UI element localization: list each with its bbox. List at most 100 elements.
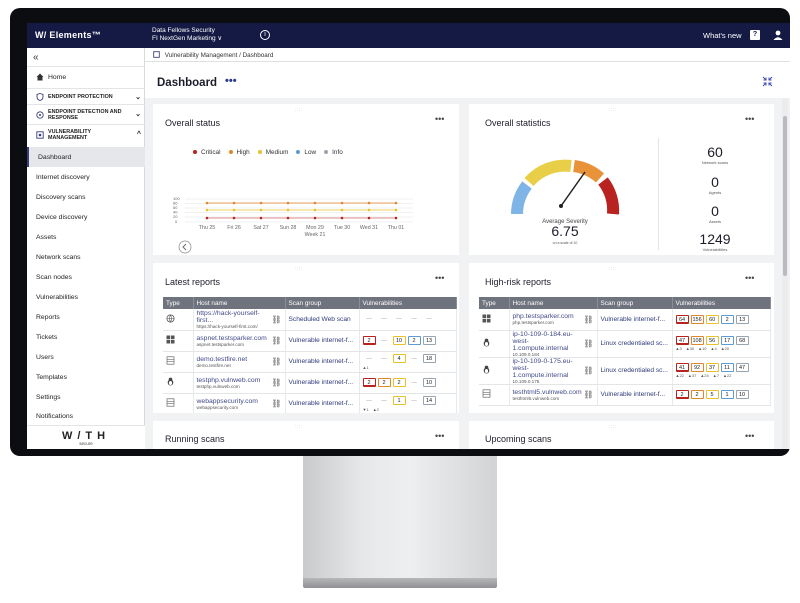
collapse-view-icon[interactable]: [762, 76, 773, 87]
host-cell[interactable]: demo.testfire.net demo.testfire.net ⛓: [193, 351, 286, 373]
vuln-count-medium[interactable]: 5: [705, 390, 719, 399]
column-header[interactable]: Vulnerabilities: [672, 297, 771, 309]
drag-handle-icon[interactable]: ∷∷: [609, 107, 618, 113]
vuln-count-info[interactable]: 13: [422, 335, 436, 345]
sidebar-item-scan-nodes[interactable]: Scan nodes: [27, 267, 145, 287]
vuln-count-medium[interactable]: 37: [705, 363, 719, 372]
host-cell[interactable]: testhtml5.vulnweb.com testhtml5.vulnweb.c…: [509, 384, 598, 406]
sidebar-item-templates[interactable]: Templates: [27, 367, 145, 387]
vuln-count-low[interactable]: 11: [720, 363, 734, 372]
scan-group-cell[interactable]: Vulnerable internet-f...: [285, 393, 360, 413]
vuln-count-low[interactable]: 2: [407, 335, 421, 345]
scan-group[interactable]: Vulnerable internet-f...: [600, 315, 666, 323]
column-header[interactable]: Type: [479, 297, 510, 309]
vuln-count-low[interactable]: 17: [720, 336, 734, 345]
vuln-count-high[interactable]: 108: [690, 336, 704, 345]
scan-group[interactable]: Vulnerable internet-f...: [288, 400, 354, 407]
scan-group-cell[interactable]: Vulnerable internet-f...: [285, 372, 360, 394]
drag-handle-icon[interactable]: ∷∷: [609, 424, 618, 430]
scan-group[interactable]: Vulnerable internet-f...: [600, 391, 666, 398]
scan-group-cell[interactable]: Vulnerable internet-f...: [285, 351, 360, 373]
table-row[interactable]: testhtml5.vulnweb.com testhtml5.vulnweb.c…: [479, 384, 771, 406]
whats-new-link[interactable]: What's new: [703, 31, 742, 40]
vuln-count-critical[interactable]: 2: [362, 335, 376, 345]
scan-group-cell[interactable]: Vulnerable internet-f...: [597, 384, 673, 406]
vuln-count-critical[interactable]: 2: [675, 390, 689, 399]
scan-group[interactable]: Vulnerable internet-f...: [288, 337, 354, 344]
table-row[interactable]: ip-10-109-0-175.eu-west-1.compute.intern…: [479, 357, 771, 385]
sidebar-item-discovery-scans[interactable]: Discovery scans: [27, 187, 145, 207]
host-cell[interactable]: ip-10-109-0-175.eu-west-1.compute.intern…: [509, 357, 598, 385]
sidebar-item-assets[interactable]: Assets: [27, 227, 145, 247]
chart-point[interactable]: [340, 201, 344, 205]
chart-point[interactable]: [340, 216, 344, 220]
chart-point[interactable]: [259, 201, 263, 205]
vuln-count-low[interactable]: 2: [720, 314, 734, 324]
chart-point[interactable]: [205, 208, 209, 212]
vuln-count-info[interactable]: 47: [735, 363, 749, 372]
card-more-options-icon[interactable]: •••: [435, 114, 445, 124]
vuln-count-medium[interactable]: 10: [392, 335, 406, 345]
collapse-sidebar-icon[interactable]: «: [33, 52, 39, 63]
scan-group[interactable]: Scheduled Web scan: [288, 315, 351, 323]
card-more-options-icon[interactable]: •••: [435, 431, 445, 441]
sidebar-item-notifications[interactable]: Notifications: [27, 407, 145, 425]
user-icon[interactable]: [772, 29, 784, 41]
main-scrollbar[interactable]: [782, 98, 788, 449]
table-row[interactable]: demo.testfire.net demo.testfire.net ⛓ Vulne…: [163, 351, 457, 373]
vuln-count-medium[interactable]: 2: [392, 377, 406, 387]
link-icon[interactable]: ⛓: [583, 339, 594, 348]
scan-group[interactable]: Vulnerable internet-f...: [288, 358, 354, 365]
sidebar-item-dashboard[interactable]: Dashboard: [27, 147, 145, 167]
scan-group-cell[interactable]: Vulnerable internet-f...: [597, 309, 673, 331]
host-name[interactable]: https://hack-yourself-first...: [196, 309, 260, 324]
link-icon[interactable]: ⛓: [271, 357, 282, 366]
info-icon[interactable]: i: [260, 30, 270, 40]
host-name[interactable]: demo.testfire.net: [196, 355, 248, 363]
legend-info[interactable]: Info: [324, 149, 343, 156]
card-more-options-icon[interactable]: •••: [745, 431, 755, 441]
vuln-count-medium[interactable]: 56: [705, 336, 719, 345]
table-row[interactable]: aspnet.testsparker.com aspnet.testsparker…: [163, 330, 457, 352]
column-header[interactable]: Scan group: [285, 297, 360, 309]
legend-low[interactable]: Low: [296, 149, 316, 156]
chart-point[interactable]: [205, 201, 209, 205]
vuln-count-critical[interactable]: 47: [675, 336, 689, 345]
app-logo[interactable]: W/ Elements™: [35, 30, 102, 40]
scan-group-cell[interactable]: Vulnerable internet-f...: [285, 330, 360, 352]
vuln-count-info[interactable]: 68: [735, 336, 749, 345]
chart-point[interactable]: [313, 216, 317, 220]
chart-point[interactable]: [394, 201, 398, 205]
chart-point[interactable]: [313, 208, 317, 212]
chart-point[interactable]: [394, 216, 398, 220]
scrollbar-thumb[interactable]: [783, 116, 787, 276]
chart-point[interactable]: [286, 216, 290, 220]
scan-group[interactable]: Linux credentialed sc...: [600, 367, 668, 374]
chart-point[interactable]: [313, 201, 317, 205]
vuln-count-critical[interactable]: 2: [362, 377, 376, 387]
chart-point[interactable]: [259, 208, 263, 212]
host-name[interactable]: aspnet.testsparker.com: [196, 334, 267, 342]
host-name[interactable]: testhtml5.vulnweb.com: [512, 388, 582, 396]
table-row[interactable]: testphp.vulnweb.com testphp.vulnweb.com ⛓ V…: [163, 372, 457, 394]
vuln-count-info[interactable]: 14: [422, 395, 436, 405]
sidebar-item-reports[interactable]: Reports: [27, 307, 145, 327]
legend-high[interactable]: High: [228, 149, 250, 156]
host-name[interactable]: testphp.vulnweb.com: [196, 376, 261, 384]
legend-critical[interactable]: Critical: [193, 149, 221, 156]
link-icon[interactable]: ⛓: [271, 378, 282, 387]
sidebar-item-network-scans[interactable]: Network scans: [27, 247, 145, 267]
column-header[interactable]: Host name: [509, 297, 598, 309]
drag-handle-icon[interactable]: ∷∷: [609, 266, 618, 272]
vuln-count-info[interactable]: 10: [735, 390, 749, 399]
chart-point[interactable]: [232, 208, 236, 212]
chart-point[interactable]: [367, 208, 371, 212]
drag-handle-icon[interactable]: ∷∷: [295, 424, 304, 430]
link-icon[interactable]: ⛓: [583, 314, 594, 324]
card-more-options-icon[interactable]: •••: [745, 114, 755, 124]
scan-group-cell[interactable]: Linux credentialed sc...: [597, 357, 673, 385]
chart-point[interactable]: [232, 216, 236, 220]
help-icon[interactable]: ?: [750, 30, 760, 40]
sidebar-item-device-discovery[interactable]: Device discovery: [27, 207, 145, 227]
host-name[interactable]: ip-10-109-0-175.eu-west-1.compute.intern…: [512, 357, 573, 379]
